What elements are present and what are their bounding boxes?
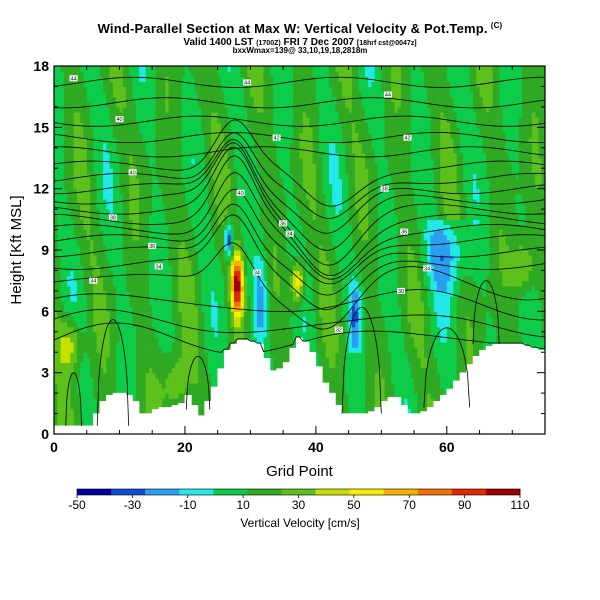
cross-section-chart: 4444444042 424040383638363634343434343032…: [0, 0, 600, 600]
